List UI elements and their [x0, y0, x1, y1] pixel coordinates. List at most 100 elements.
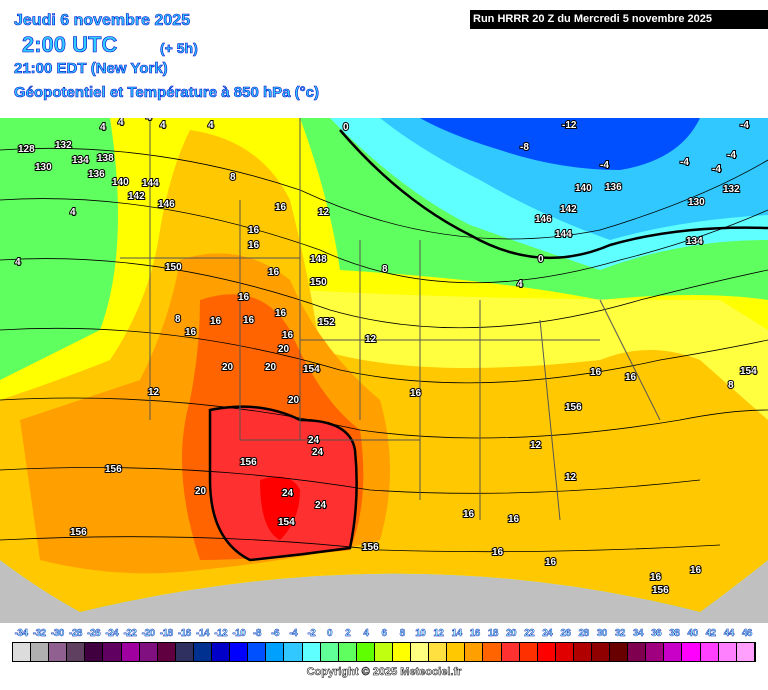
temperature-map: 1281301321341361381401421441464444444881…	[0, 118, 768, 623]
contour-label: 146	[158, 199, 175, 210]
contour-label: 154	[278, 517, 295, 528]
contour-label: 140	[112, 177, 129, 188]
contour-label: 132	[723, 184, 740, 195]
legend-swatch	[49, 643, 68, 661]
contour-label: 4	[100, 122, 106, 133]
contour-label: 134	[686, 236, 703, 247]
contour-label: 8	[728, 380, 734, 391]
contour-label: 4	[160, 120, 166, 131]
contour-label: 16	[268, 267, 280, 278]
contour-label: -4	[740, 120, 749, 131]
forecast-offset: (+ 5h)	[160, 40, 198, 57]
contour-label: 142	[560, 204, 577, 215]
contour-label: 4	[517, 279, 523, 290]
contour-label: 20	[195, 486, 207, 497]
legend-label: -22	[123, 628, 137, 639]
legend-swatch	[501, 643, 520, 661]
contour-label: 16	[282, 330, 294, 341]
legend-label: -14	[196, 628, 210, 639]
legend-label: 18	[487, 628, 499, 639]
legend-label: -18	[159, 628, 174, 639]
contour-label: 16	[275, 308, 287, 319]
legend-label: 16	[469, 628, 480, 639]
contour-label: 12	[148, 387, 160, 398]
contour-label: 4	[70, 207, 76, 218]
legend-label: 12	[433, 628, 444, 639]
contour-label: 24	[315, 500, 327, 511]
legend-swatch	[483, 643, 502, 661]
legend-swatch	[682, 643, 701, 661]
contour-label: 4	[15, 257, 21, 268]
legend-swatch	[411, 643, 430, 661]
contour-label: 16	[210, 316, 222, 327]
legend-swatch	[230, 643, 249, 661]
contour-label: 150	[165, 262, 182, 273]
legend-label: -20	[141, 628, 155, 639]
legend-swatch	[284, 643, 303, 661]
legend-label: 10	[415, 628, 426, 639]
contour-label: 12	[318, 207, 330, 218]
contour-label: 140	[575, 183, 592, 194]
contour-label: 20	[288, 395, 300, 406]
legend-label: 36	[651, 628, 662, 639]
contour-label: 16	[410, 388, 422, 399]
contour-label: 156	[240, 457, 257, 468]
legend-swatch	[628, 643, 647, 661]
contour-label: 154	[740, 366, 757, 377]
contour-label: 12	[565, 472, 577, 483]
legend-label: 40	[687, 628, 698, 639]
legend-label: -2	[307, 628, 316, 639]
contour-label: 4	[146, 118, 152, 123]
contour-label: 16	[508, 514, 520, 525]
contour-label: 4	[118, 118, 124, 128]
contour-label: -4	[680, 157, 689, 168]
contour-label: 16	[690, 565, 702, 576]
legend-label: 46	[741, 628, 753, 639]
legend-swatch	[537, 643, 556, 661]
contour-label: -4	[712, 164, 721, 175]
contour-label: -12	[562, 120, 577, 131]
legend-swatch	[103, 643, 122, 661]
contour-label: 20	[222, 362, 234, 373]
legend-swatch	[302, 643, 321, 661]
legend-swatch	[519, 643, 538, 661]
legend-label: -30	[50, 628, 65, 639]
contour-label: 16	[492, 547, 504, 558]
contour-label: 12	[365, 334, 377, 345]
contour-label: 154	[303, 364, 320, 375]
contour-label: 16	[275, 202, 287, 213]
legend-swatch	[193, 643, 213, 661]
contour-label: -4	[727, 150, 736, 161]
contour-label: 156	[362, 542, 379, 553]
contour-label: 142	[128, 191, 145, 202]
geopotential-contours	[0, 147, 768, 553]
legend-swatch	[555, 643, 574, 661]
contour-label: 136	[88, 169, 105, 180]
zero-isotherm	[339, 129, 768, 260]
contour-label: 148	[310, 254, 327, 265]
contour-labels: 1281301321341361381401421441464444444881…	[14, 118, 758, 597]
contour-label: 8	[175, 314, 181, 325]
contour-label: 134	[72, 155, 89, 166]
legend-swatch	[465, 643, 484, 661]
contour-label: 16	[625, 372, 637, 383]
contour-label: 20	[278, 344, 290, 355]
legend-swatch	[573, 643, 592, 661]
legend-swatch	[700, 643, 719, 661]
legend-label: -10	[232, 628, 246, 639]
legend-swatch	[175, 643, 194, 661]
parameter-title: Géopotentiel et Température à 850 hPa (°…	[14, 84, 320, 102]
legend-swatch	[266, 643, 285, 661]
legend-label: 30	[596, 628, 607, 639]
legend-swatch	[13, 643, 32, 661]
legend-swatch	[248, 643, 267, 661]
legend-swatch	[356, 643, 375, 661]
legend-label: 20	[505, 628, 517, 639]
contour-label: 16	[463, 509, 475, 520]
legend-label: 4	[363, 628, 369, 639]
contour-label: 138	[97, 153, 114, 164]
contour-label: 0	[343, 122, 349, 133]
contour-label: 156	[652, 585, 669, 596]
copyright: Copyright © 2025 Meteociel.fr	[306, 666, 462, 679]
legend-swatch	[31, 643, 50, 661]
